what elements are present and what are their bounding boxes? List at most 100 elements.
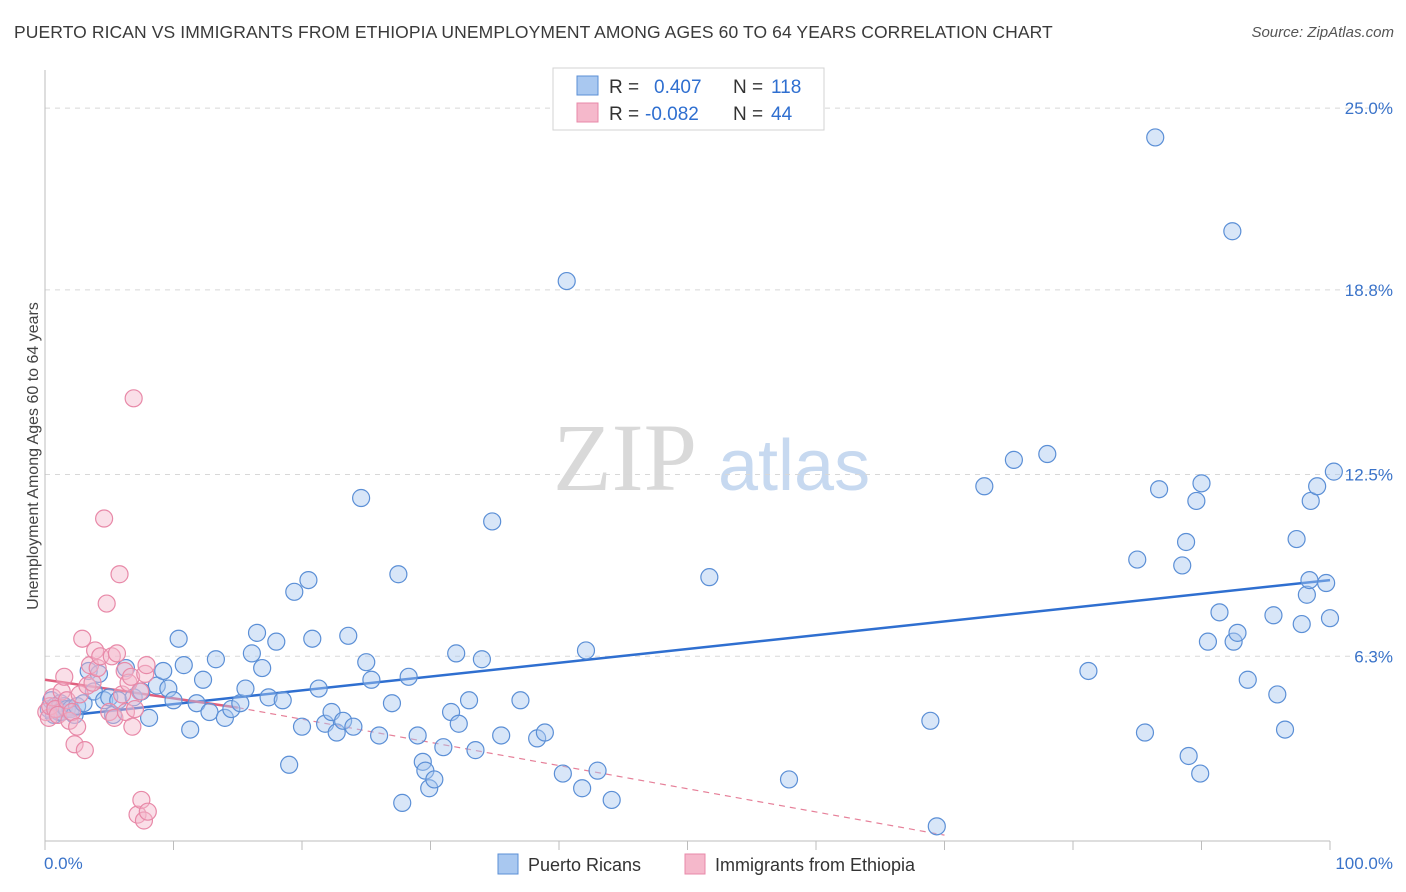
puerto-rican-point-108	[1210, 603, 1229, 622]
puerto-rican-point-101	[1173, 556, 1192, 575]
puerto-rican-point-24	[139, 708, 159, 727]
puerto-rican-point-119	[1300, 570, 1319, 590]
puerto-rican-point-93	[975, 477, 994, 496]
puerto-rican-point-75	[459, 691, 479, 710]
puerto-rican-point-65	[399, 667, 418, 686]
puerto-rican-point-61	[370, 726, 389, 745]
puerto-rican-point-47	[285, 582, 304, 601]
watermark-zip: ZIP	[553, 404, 697, 511]
puerto-rican-point-80	[511, 691, 530, 710]
puerto-rican-trend-line	[44, 578, 1331, 720]
puerto-rican-point-106	[1192, 474, 1211, 493]
puerto-rican-point-95	[1038, 444, 1057, 464]
puerto-rican-point-59	[357, 653, 376, 672]
ethiopia-point-28	[110, 565, 129, 584]
bottom-legend-swatch-pink	[684, 853, 706, 875]
puerto-rican-point-26	[154, 661, 173, 681]
puerto-rican-point-102	[1176, 532, 1196, 552]
puerto-rican-point-78	[483, 512, 502, 531]
puerto-rican-point-87	[588, 761, 607, 780]
puerto-rican-point-40	[242, 644, 261, 663]
tick-labels: 6.3% 12.5% 18.8% 25.0% 0.0% 100.0%	[44, 99, 1393, 873]
puerto-rican-point-73	[447, 644, 466, 663]
puerto-rican-point-33	[193, 670, 213, 689]
x-tick-label-1: 100.0%	[1335, 854, 1393, 873]
puerto-rican-point-116	[1287, 529, 1306, 549]
ethiopia-point-14	[73, 629, 92, 648]
puerto-rican-point-77	[472, 650, 491, 669]
ethiopia-point-11	[65, 735, 84, 754]
puerto-rican-point-117	[1292, 614, 1311, 634]
puerto-rican-point-71	[434, 738, 453, 757]
puerto-rican-point-121	[1308, 477, 1327, 496]
puerto-rican-point-74	[449, 714, 468, 733]
x-tick-label-0: 0.0%	[44, 854, 83, 873]
legend-swatch-blue	[576, 75, 599, 96]
puerto-rican-point-30	[174, 656, 193, 675]
legend-n-value-2: 44	[771, 104, 793, 125]
legend-r-label-2: R =	[609, 104, 639, 125]
puerto-rican-point-124	[1324, 462, 1343, 481]
ethiopia-point-34	[123, 717, 142, 736]
puerto-rican-point-49	[299, 570, 318, 590]
legend-r-value-1: 0.407	[654, 77, 702, 98]
ethiopia-point-5	[48, 705, 67, 725]
puerto-rican-point-69	[420, 779, 439, 798]
ethiopia-point-12	[68, 717, 87, 736]
ethiopia-point-6	[52, 682, 71, 701]
y-axis-label: Unemployment Among Ages 60 to 64 years	[25, 302, 42, 610]
legend-n-label-2: N =	[733, 104, 763, 125]
legend-n-label-1: N =	[733, 77, 763, 98]
puerto-rican-point-122	[1317, 573, 1336, 593]
puerto-rican-point-92	[927, 817, 946, 836]
puerto-rican-point-98	[1135, 723, 1155, 742]
puerto-rican-point-48	[292, 717, 312, 736]
ethiopia-point-36	[125, 699, 145, 719]
puerto-rican-point-17	[95, 691, 114, 710]
puerto-rican-point-60	[362, 670, 381, 689]
y-tick-label-3: 25.0%	[1345, 99, 1393, 118]
ethiopia-point-25	[102, 647, 121, 666]
legend-n-value-1: 118	[771, 77, 801, 98]
puerto-rican-point-105	[1191, 764, 1210, 783]
ethiopia-point-15	[75, 741, 94, 760]
ethiopia-point-33	[121, 667, 141, 686]
puerto-rican-point-110	[1224, 632, 1243, 651]
ethiopia-point-38	[130, 682, 150, 701]
puerto-rican-point-29	[169, 629, 188, 648]
puerto-rican-point-88	[602, 790, 621, 810]
puerto-rican-point-99	[1146, 128, 1165, 147]
puerto-rican-point-113	[1264, 606, 1283, 625]
puerto-rican-point-70	[425, 770, 444, 789]
puerto-rican-point-79	[492, 726, 511, 745]
puerto-rican-point-90	[779, 770, 799, 789]
puerto-rican-point-104	[1187, 491, 1206, 511]
puerto-rican-point-62	[382, 694, 402, 713]
ethiopia-point-3	[43, 688, 62, 707]
puerto-rican-point-56	[339, 626, 358, 645]
puerto-rican-point-85	[573, 779, 592, 798]
ethiopia-point-42	[137, 656, 156, 675]
puerto-rican-point-31	[181, 720, 200, 739]
y-tick-label-1: 12.5%	[1345, 466, 1393, 485]
bottom-legend: Puerto Ricans Immigrants from Ethiopia	[497, 853, 916, 875]
y-tick-label-0: 6.3%	[1354, 647, 1393, 666]
ethiopia-point-35	[124, 389, 143, 408]
puerto-rican-point-82	[535, 723, 554, 742]
puerto-rican-point-123	[1320, 609, 1340, 628]
puerto-rican-point-112	[1238, 670, 1257, 689]
ethiopia-point-43	[138, 802, 157, 821]
puerto-rican-point-54	[327, 723, 346, 742]
ethiopia-point-29	[112, 685, 132, 704]
puerto-rican-point-111	[1228, 623, 1247, 642]
puerto-rican-point-76	[466, 741, 485, 760]
data-points	[37, 128, 1343, 836]
puerto-rican-point-114	[1268, 685, 1287, 704]
watermark-atlas: atlas	[718, 426, 870, 506]
source-label: Source: ZipAtlas.com	[1251, 24, 1394, 41]
ethiopia-trend-line-extended	[237, 707, 945, 836]
chart-title: PUERTO RICAN VS IMMIGRANTS FROM ETHIOPIA…	[14, 22, 1053, 42]
puerto-rican-point-57	[344, 717, 363, 736]
puerto-rican-point-84	[557, 271, 576, 291]
